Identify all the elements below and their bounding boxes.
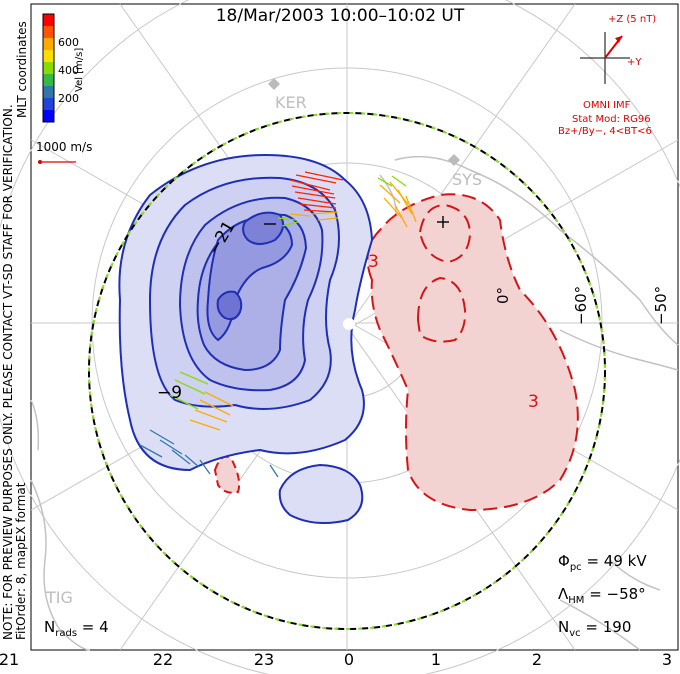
negative-potential-cell xyxy=(118,153,374,525)
mlt-tick: 2 xyxy=(531,650,543,669)
mlt-tick: 0 xyxy=(343,650,355,669)
contour-label-minus9: −9 xyxy=(157,383,183,403)
station-tig-label: TIG xyxy=(46,588,73,607)
vector-cluster-dawn-orange xyxy=(189,391,234,431)
mlt-tick: 1 xyxy=(430,650,442,669)
colorbar-swatch xyxy=(43,50,54,62)
colorbar-swatch xyxy=(43,74,54,86)
coords-label: MLT coordinates xyxy=(15,21,29,118)
imf-z-label: +Z (5 nT) xyxy=(608,14,657,25)
imf-y-label: +Y xyxy=(627,57,642,68)
latitude-label-50: −50° xyxy=(652,285,670,325)
mlt-tick: 3 xyxy=(661,650,673,669)
colorbar xyxy=(42,13,55,123)
contour-label-3b: 3 xyxy=(528,392,539,412)
vector-cluster-noon-orange xyxy=(289,211,339,221)
mlt-tick: 23 xyxy=(253,650,275,669)
imf-dial xyxy=(580,32,630,84)
colorbar-tick-400: 400 xyxy=(58,64,79,77)
reference-vector xyxy=(38,160,76,164)
stat-nrads: Nrads = 4 xyxy=(44,618,109,639)
preview-note-line2: FitOrder: 8, mapEX format xyxy=(14,482,28,640)
negative-contour-lower xyxy=(278,463,364,525)
imf-model-line1: Stat Mod: RG96 xyxy=(572,114,651,125)
vector-cluster-dawn-green xyxy=(169,371,209,410)
vector-cluster-noon-green xyxy=(277,217,299,227)
latitude-label-60: −60° xyxy=(572,285,590,325)
colorbar-tick-200: 200 xyxy=(58,92,79,105)
colorbar-swatch xyxy=(43,26,54,38)
stat-phi-pc: Φpc = 49 kV xyxy=(558,552,647,573)
plot-frame xyxy=(30,3,679,651)
colorbar-swatch xyxy=(43,98,54,110)
vector-cluster-noon-dawn xyxy=(289,171,344,213)
positive-cell-fill xyxy=(366,193,579,512)
reference-vector-label: 1000 m/s xyxy=(36,140,93,154)
colorbar-swatch xyxy=(43,38,54,50)
vector-cluster-dawn-blue xyxy=(139,429,279,478)
contour-label-3a: 3 xyxy=(368,252,379,272)
latitude-label-0: 0° xyxy=(494,286,512,304)
colorbar-swatch xyxy=(43,86,54,98)
vector-cluster-dusk xyxy=(379,181,417,228)
colorbar-swatch xyxy=(43,110,54,122)
imf-model-line2: Bz+/By−, 4<BT<6 xyxy=(558,126,652,137)
vector-cluster-dusk-green xyxy=(377,175,407,187)
potential-extrema xyxy=(264,216,449,228)
velocity-vectors xyxy=(139,171,417,478)
negative-contour-6 xyxy=(242,211,285,245)
colorbar-swatch xyxy=(43,14,54,26)
station-sys-label: SYS xyxy=(452,170,483,189)
imf-source: OMNI IMF xyxy=(583,100,631,111)
positive-contour-inner xyxy=(416,276,467,343)
positive-contour-peak xyxy=(418,203,472,264)
stat-lambda-hm: ΛHM = −58° xyxy=(558,585,646,606)
station-ker-label: KER xyxy=(275,93,307,112)
preview-note: NOTE: FOR PREVIEW PURPOSES ONLY. PLEASE … xyxy=(1,104,28,640)
station-sys-icon xyxy=(448,154,460,166)
pole-marker xyxy=(343,318,355,330)
positive-contour-small xyxy=(213,455,241,494)
mlt-tick: 21 xyxy=(0,650,20,669)
negative-contour-small xyxy=(216,290,243,321)
map-title: 18/Mar/2003 10:00–10:02 UT xyxy=(215,6,465,26)
hm-boundary-green xyxy=(88,112,606,630)
colorbar-tick-600: 600 xyxy=(58,36,79,49)
stat-nvc: Nvc = 190 xyxy=(558,618,632,639)
station-ker-icon xyxy=(268,78,280,90)
colorbar-swatch xyxy=(43,62,54,74)
mlt-tick: 22 xyxy=(152,650,174,669)
station-markers xyxy=(268,78,460,166)
